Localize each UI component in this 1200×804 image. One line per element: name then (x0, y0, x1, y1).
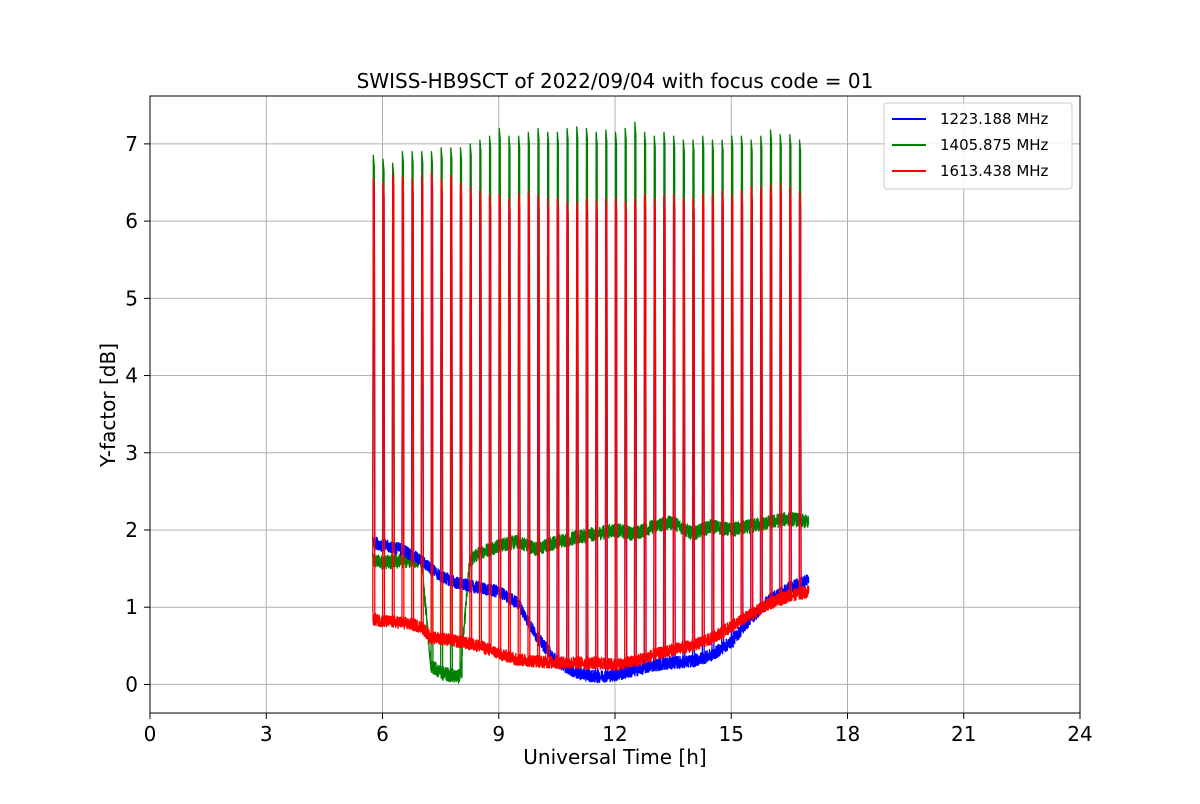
y-tick-label: 0 (125, 672, 138, 696)
chart-title: SWISS-HB9SCT of 2022/09/04 with focus co… (357, 69, 874, 93)
legend-label-1223: 1223.188 MHz (940, 110, 1049, 128)
legend-label-1405: 1405.875 MHz (940, 136, 1049, 154)
y-axis-label: Y-factor [dB] (96, 343, 120, 468)
y-tick-label: 7 (125, 132, 138, 156)
x-tick-label: 21 (951, 722, 976, 746)
series-line-1405 (372, 121, 810, 684)
x-tick-label: 6 (376, 722, 389, 746)
legend: 1223.188 MHz 1405.875 MHz 1613.438 MHz (883, 102, 1073, 190)
y-tick-label: 6 (125, 209, 138, 233)
y-tick-label: 5 (125, 286, 138, 310)
x-tick-label: 0 (144, 722, 157, 746)
x-tick-label: 18 (835, 722, 860, 746)
series-line-1613 (372, 172, 810, 672)
y-tick-label: 3 (125, 441, 138, 465)
legend-box (883, 102, 1073, 190)
series-line-1223 (372, 176, 810, 684)
series-layer (372, 121, 810, 684)
x-tick-label: 24 (1067, 722, 1092, 746)
x-axis-label: Universal Time [h] (523, 745, 706, 769)
y-tick-label: 2 (125, 518, 138, 542)
y-tick-label: 1 (125, 595, 138, 619)
legend-label-1613: 1613.438 MHz (940, 162, 1049, 180)
x-tick-label: 9 (492, 722, 505, 746)
x-tick-label: 12 (602, 722, 627, 746)
x-tick-label: 3 (260, 722, 273, 746)
x-tick-label: 15 (719, 722, 744, 746)
y-tick-label: 4 (125, 364, 138, 388)
